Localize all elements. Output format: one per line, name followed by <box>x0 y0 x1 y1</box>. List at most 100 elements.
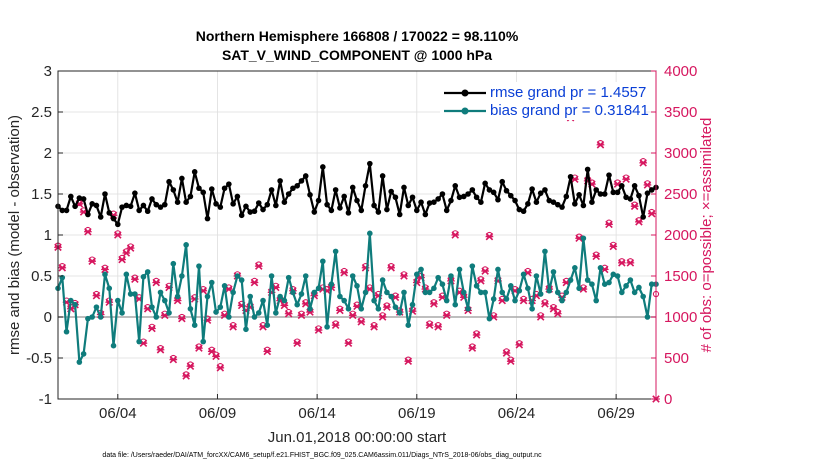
bias-point <box>636 284 642 291</box>
rmse-point <box>512 197 518 204</box>
bias-point <box>196 263 202 269</box>
rmse-point <box>396 211 403 218</box>
bias-point <box>640 293 646 300</box>
rmse-point <box>584 166 591 173</box>
obs-assimilated-point <box>229 323 237 331</box>
bias-point <box>320 258 326 265</box>
bias-point <box>140 274 147 280</box>
rmse-point <box>281 199 288 205</box>
rmse-point <box>478 199 484 205</box>
obs-assimilated-point <box>216 364 225 372</box>
bias-point <box>328 281 335 288</box>
obs-assimilated-point <box>502 349 511 357</box>
rmse-point <box>277 178 283 184</box>
rmse-point <box>119 204 125 210</box>
x-tick-label: 06/24 <box>498 405 536 422</box>
rmse-point <box>554 201 561 208</box>
rmse-point <box>72 203 78 210</box>
y-right-tick-label: 4000 <box>664 63 697 80</box>
rmse-point <box>140 202 147 209</box>
bias-point <box>102 271 108 278</box>
rmse-point <box>644 190 651 196</box>
rmse-point <box>294 183 301 189</box>
bias-point <box>281 297 288 304</box>
rmse-point <box>349 184 356 191</box>
bias-point <box>384 289 390 296</box>
rmse-point <box>341 193 347 200</box>
obs-assimilated-point <box>88 257 97 266</box>
rmse-point <box>414 207 420 214</box>
x-tick-label: 06/14 <box>298 405 336 422</box>
y-right-tick-label: 3500 <box>664 104 697 121</box>
legend-swatch-rmse <box>444 89 486 97</box>
rmse-point <box>482 180 488 187</box>
rmse-point <box>614 189 621 196</box>
rmse-point <box>580 202 587 209</box>
data-file-footer: data file: /Users/raeder/DAI/ATM_forcXX/… <box>102 452 542 459</box>
bias-point <box>392 304 399 310</box>
bias-point <box>563 289 570 296</box>
y-left-tick-label: 0.5 <box>31 268 52 285</box>
rmse-point <box>636 192 642 199</box>
bias-point <box>106 285 113 292</box>
rmse-point <box>567 173 574 180</box>
bias-point <box>315 285 322 292</box>
obs-assimilated-point <box>293 339 302 348</box>
bias-point <box>619 289 625 296</box>
rmse-point <box>230 201 236 207</box>
bias-point <box>409 301 416 308</box>
rmse-point <box>593 187 599 193</box>
rmse-point <box>627 196 634 202</box>
obs-assimilated-point <box>647 209 656 218</box>
bias-point <box>418 266 424 273</box>
rmse-point <box>251 208 258 215</box>
x-tick-label: 06/04 <box>99 405 137 422</box>
rmse-point <box>63 207 70 214</box>
bias-point <box>495 266 501 273</box>
bias-point <box>149 304 155 310</box>
obs-assimilated-point <box>541 300 549 308</box>
rmse-point <box>221 185 228 192</box>
rmse-point <box>486 187 493 193</box>
rmse-point <box>610 189 617 196</box>
bias-point <box>251 314 258 320</box>
bias-point <box>85 315 91 322</box>
rmse-point <box>153 201 160 208</box>
obs-assimilated-point <box>344 339 353 348</box>
bias-point <box>200 338 207 345</box>
rmse-point <box>409 194 416 201</box>
obs-assimilated-point <box>118 255 126 264</box>
obs-assimilated-point <box>472 331 481 339</box>
obs-assimilated-point <box>553 309 562 318</box>
rmse-point <box>328 207 335 214</box>
bias-point <box>354 283 360 289</box>
bias-point <box>166 310 172 316</box>
bias-point <box>396 310 403 316</box>
rmse-point <box>439 191 446 197</box>
obs-assimilated-point <box>173 296 182 305</box>
obs-assimilated-point <box>357 318 366 326</box>
obs-assimilated-point <box>348 311 357 320</box>
obs-assimilated-point <box>481 267 489 275</box>
x-tick-label: 06/09 <box>199 405 237 422</box>
bias-point <box>465 306 471 312</box>
rmse-point <box>405 202 412 209</box>
rmse-point <box>418 199 424 205</box>
bias-line <box>56 232 656 364</box>
bias-point <box>243 326 249 333</box>
y-right-tick-label: 2500 <box>664 186 697 203</box>
bias-point <box>191 322 198 329</box>
bias-point <box>460 289 467 296</box>
bias-point <box>448 273 454 279</box>
obs-assimilated-point <box>630 202 639 211</box>
rmse-point <box>375 209 382 215</box>
bias-point <box>302 273 309 279</box>
rmse-point <box>623 194 629 201</box>
rmse-point <box>640 214 646 220</box>
bias-point <box>97 314 104 320</box>
bias-point <box>507 283 514 289</box>
bias-point <box>268 273 275 279</box>
rmse-point <box>170 187 177 193</box>
bias-point <box>388 293 394 300</box>
